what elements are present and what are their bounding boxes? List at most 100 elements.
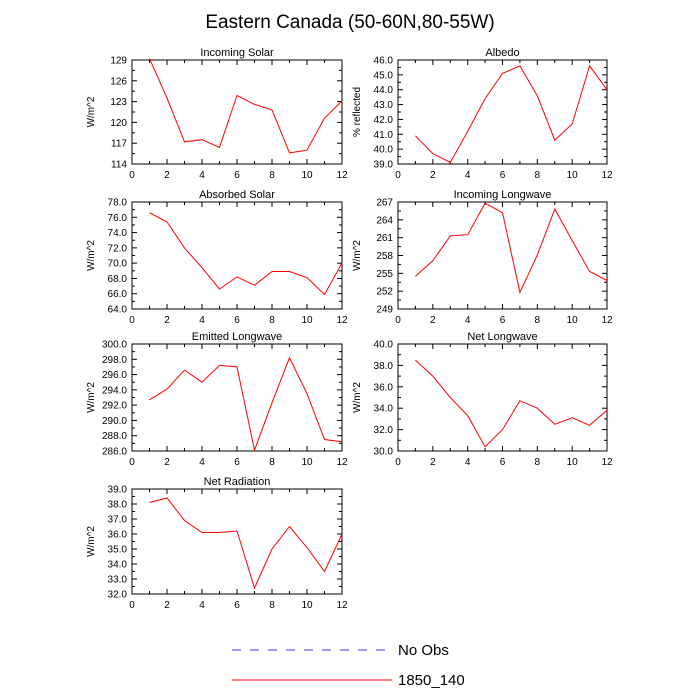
net-radiation-title: Net Radiation <box>204 476 271 488</box>
net-radiation-plot-frame <box>131 488 343 595</box>
incoming-longwave-ytick-label: 267 <box>376 198 393 209</box>
absorbed-solar-xtick-label: 12 <box>336 315 348 326</box>
net-radiation-ytick-label: 33.0 <box>108 575 128 586</box>
net-longwave-xtick-label: 6 <box>500 457 506 468</box>
incoming-longwave-xtick-label: 12 <box>601 315 613 326</box>
net-longwave-title: Net Longwave <box>467 331 537 343</box>
absorbed-solar-ytick-label: 72.0 <box>108 243 128 254</box>
net-longwave-plot-frame <box>397 343 608 452</box>
emitted-longwave-ylabel: W/m^2 <box>86 382 97 413</box>
net-radiation-ytick-label: 36.0 <box>108 530 128 541</box>
incoming-longwave-ytick-label: 255 <box>376 269 393 280</box>
legend-label-1850-140: 1850_140 <box>398 672 465 689</box>
incoming-solar-xtick-label: 6 <box>234 170 240 181</box>
absorbed-solar-xtick-label: 6 <box>234 315 240 326</box>
panel-net-longwave: Net Longwave 0 2 4 6 8 10 12 30.0 32.0 34.0 36.0 38.… <box>352 331 613 468</box>
net-longwave-ytick-label: 36.0 <box>374 382 394 393</box>
absorbed-solar-ytick-label: 74.0 <box>108 228 128 239</box>
emitted-longwave-xtick-label: 4 <box>199 457 205 468</box>
albedo-ytick-label: 41.0 <box>374 130 394 141</box>
emitted-longwave-ytick-label: 296.0 <box>102 370 127 381</box>
incoming-longwave-xtick-label: 10 <box>567 315 579 326</box>
albedo-xtick-label: 12 <box>601 170 613 181</box>
incoming-solar-xtick-label: 4 <box>199 170 205 181</box>
absorbed-solar-xtick-label: 2 <box>164 315 170 326</box>
incoming-solar-ytick-label: 120 <box>110 118 127 129</box>
albedo-ytick-label: 40.0 <box>374 145 394 156</box>
net-radiation-xtick-label: 2 <box>164 600 170 611</box>
net-longwave-xtick-label: 12 <box>601 457 613 468</box>
panel-net-radiation: Net Radiation 0 2 4 6 8 10 12 32.0 33.0 34.0 35.0 36… <box>86 476 348 611</box>
absorbed-solar-ytick-label: 64.0 <box>108 305 128 316</box>
net-radiation-xtick-label: 8 <box>269 600 275 611</box>
legend: No Obs 1850_140 <box>232 642 465 689</box>
incoming-longwave-xtick-label: 2 <box>430 315 436 326</box>
emitted-longwave-title: Emitted Longwave <box>192 331 283 343</box>
legend-label-no-obs: No Obs <box>398 642 449 659</box>
albedo-ytick-label: 39.0 <box>374 160 394 171</box>
panel-incoming-solar: Incoming Solar 0 2 4 6 8 10 12 114 117 120 123 126 12… <box>86 47 348 181</box>
emitted-longwave-xtick-label: 10 <box>301 457 313 468</box>
net-radiation-series-1850-140 <box>149 497 343 590</box>
incoming-solar-xtick-label: 2 <box>164 170 170 181</box>
incoming-solar-xtick-label: 0 <box>129 170 135 181</box>
albedo-xtick-label: 2 <box>430 170 436 181</box>
albedo-ytick-label: 46.0 <box>374 56 394 67</box>
panel-absorbed-solar: Absorbed Solar 0 2 4 6 8 10 12 64.0 66.0 68.0 70.0 7… <box>86 189 348 326</box>
incoming-longwave-xtick-label: 0 <box>395 315 401 326</box>
incoming-longwave-xtick-label: 8 <box>535 315 541 326</box>
incoming-solar-ytick-label: 114 <box>111 160 127 171</box>
net-longwave-ylabel: W/m^2 <box>352 382 363 413</box>
net-longwave-xtick-label: 10 <box>567 457 579 468</box>
net-longwave-ytick-label: 34.0 <box>374 404 394 415</box>
albedo-series-1850-140 <box>415 64 608 164</box>
incoming-longwave-xtick-label: 6 <box>500 315 506 326</box>
albedo-ytick-label: 42.0 <box>374 115 394 126</box>
incoming-solar-ytick-label: 123 <box>110 97 127 108</box>
net-radiation-ytick-label: 34.0 <box>108 560 128 571</box>
incoming-solar-title: Incoming Solar <box>200 47 274 59</box>
albedo-xtick-label: 8 <box>535 170 541 181</box>
absorbed-solar-xtick-label: 10 <box>301 315 313 326</box>
net-radiation-ytick-label: 35.0 <box>108 545 128 556</box>
emitted-longwave-xtick-label: 0 <box>129 457 135 468</box>
absorbed-solar-title: Absorbed Solar <box>199 189 275 201</box>
net-longwave-ytick-label: 40.0 <box>374 340 394 351</box>
emitted-longwave-plot-frame <box>131 343 343 452</box>
albedo-xtick-label: 6 <box>500 170 506 181</box>
net-radiation-ytick-label: 37.0 <box>108 515 128 526</box>
net-radiation-xtick-label: 6 <box>234 600 240 611</box>
net-radiation-xtick-label: 12 <box>336 600 348 611</box>
incoming-longwave-plot-frame <box>397 201 608 310</box>
absorbed-solar-ylabel: W/m^2 <box>86 240 97 271</box>
albedo-xtick-label: 4 <box>465 170 471 181</box>
albedo-ylabel: % reflected <box>352 87 363 137</box>
incoming-solar-plot-frame <box>131 59 343 165</box>
albedo-title: Albedo <box>485 47 519 59</box>
absorbed-solar-ytick-label: 76.0 <box>108 213 128 224</box>
net-radiation-ytick-label: 32.0 <box>108 590 128 601</box>
absorbed-solar-xtick-label: 4 <box>199 315 205 326</box>
absorbed-solar-xtick-label: 0 <box>129 315 135 326</box>
absorbed-solar-plot-frame <box>131 201 343 310</box>
incoming-longwave-ytick-label: 258 <box>376 251 393 262</box>
net-radiation-xtick-label: 10 <box>301 600 313 611</box>
net-longwave-xtick-label: 0 <box>395 457 401 468</box>
net-longwave-ytick-label: 38.0 <box>374 361 394 372</box>
net-longwave-ytick-label: 30.0 <box>374 447 394 458</box>
incoming-solar-ytick-label: 129 <box>110 56 127 67</box>
panel-incoming-longwave: Incoming Longwave 0 2 4 6 8 10 12 249 252 255 258 26… <box>352 189 613 326</box>
incoming-longwave-ytick-label: 249 <box>376 305 393 316</box>
incoming-solar-xtick-label: 10 <box>301 170 313 181</box>
net-longwave-xtick-label: 8 <box>535 457 541 468</box>
emitted-longwave-ytick-label: 290.0 <box>102 416 127 427</box>
absorbed-solar-ytick-label: 70.0 <box>108 259 128 270</box>
emitted-longwave-series-1850-140 <box>149 356 343 453</box>
net-longwave-ytick-label: 32.0 <box>374 425 394 436</box>
net-longwave-series-1850-140 <box>415 359 608 448</box>
absorbed-solar-series-1850-140 <box>149 212 343 296</box>
net-radiation-xtick-label: 4 <box>199 600 205 611</box>
emitted-longwave-xtick-label: 6 <box>234 457 240 468</box>
